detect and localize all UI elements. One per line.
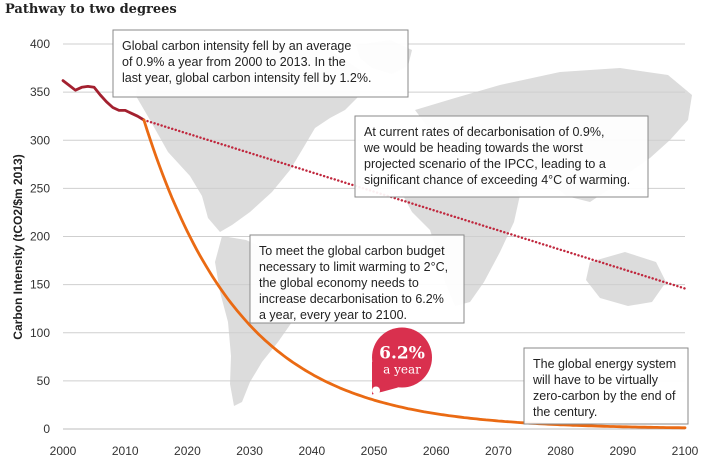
- x-tick-label: 2070: [485, 444, 512, 458]
- callout-dot: [372, 386, 380, 395]
- y-axis-label: Carbon Intensity (tCO2/$m 2013): [11, 154, 25, 339]
- annotation-line: of 0.9% a year from 2000 to 2013. In the: [122, 55, 346, 69]
- x-tick-label: 2040: [298, 444, 325, 458]
- series: [61, 79, 687, 430]
- y-tick-label: 50: [37, 374, 51, 388]
- annotation-line: necessary to limit warming to 2°C,: [259, 260, 448, 274]
- annotation-box: [112, 29, 409, 98]
- annotation-line: To meet the global carbon budget: [259, 244, 445, 258]
- annotation-current-rate-note: At current rates of decarbonisation of 0…: [354, 115, 649, 198]
- y-tick-label: 100: [30, 326, 50, 340]
- y-tick-label: 0: [43, 422, 50, 436]
- callout-circle: [372, 327, 432, 388]
- y-tick-label: 200: [30, 230, 50, 244]
- annotation-line: Global carbon intensity fell by an avera…: [122, 39, 351, 53]
- x-tick-label: 2060: [423, 444, 450, 458]
- callout: 6.2%a year: [372, 327, 432, 395]
- y-tick-label: 300: [30, 133, 50, 147]
- callout-value: 6.2%: [379, 344, 425, 364]
- x-tick-label: 2000: [50, 444, 77, 458]
- chart-title: Pathway to two degrees: [5, 2, 177, 17]
- y-tick-label: 350: [30, 85, 50, 99]
- annotation-line: the global economy needs to: [259, 276, 419, 290]
- x-tick-label: 2010: [112, 444, 139, 458]
- annotation-line: significant chance of exceeding 4°C of w…: [364, 173, 630, 187]
- annotations: Global carbon intensity fell by an avera…: [112, 29, 689, 425]
- x-tick-label: 2020: [174, 444, 201, 458]
- annotation-line: The global energy system: [533, 357, 676, 371]
- series-line-historical: [61, 79, 146, 122]
- x-tick-label: 2050: [361, 444, 388, 458]
- annotation-line: zero-carbon by the end of: [533, 389, 676, 403]
- annotation-box: [249, 234, 465, 324]
- axes: 0 50 100 150 200 250 300 350 400 2000 2010 2020 2030…: [30, 37, 699, 458]
- x-tick-label: 2080: [547, 444, 574, 458]
- y-tick-label: 150: [30, 278, 50, 292]
- x-tick-label: 2090: [609, 444, 636, 458]
- annotation-line: projected scenario of the IPCC, leading …: [364, 157, 606, 171]
- annotation-budget-note: To meet the global carbon budget necessar…: [249, 234, 465, 324]
- annotation-box: [354, 115, 649, 198]
- annotation-box: [523, 347, 689, 425]
- series-line-two-degree-path: [142, 118, 687, 430]
- annotation-zero-carbon-note: The global energy system will have to be …: [523, 347, 689, 425]
- annotation-line: the century.: [533, 405, 597, 419]
- x-tick-label: 2030: [236, 444, 263, 458]
- annotation-line: increase decarbonisation to 6.2%: [259, 292, 444, 306]
- x-tick-label: 2100: [672, 444, 699, 458]
- annotation-line: we would be heading towards the worst: [363, 141, 583, 155]
- annotation-line: At current rates of decarbonisation of 0…: [364, 125, 604, 139]
- annotation-historical-note: Global carbon intensity fell by an avera…: [112, 29, 409, 98]
- annotation-line: will have to be virtually: [532, 373, 659, 387]
- y-tick-label: 400: [30, 37, 50, 51]
- annotation-line: a year, every year to 2100.: [259, 308, 407, 322]
- annotation-line: last year, global carbon intensity fell …: [122, 71, 371, 85]
- callout-label: a year: [383, 363, 421, 377]
- y-tick-label: 250: [30, 181, 50, 195]
- callout-badge: 6.2%a year: [372, 327, 432, 395]
